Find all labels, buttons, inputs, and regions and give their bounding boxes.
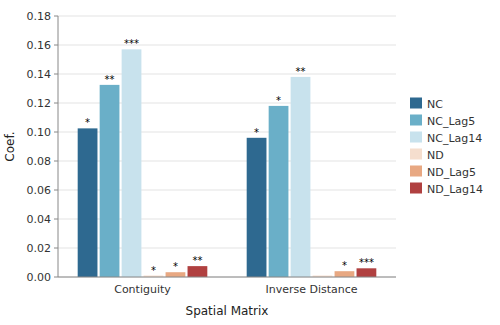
bar [247,138,267,277]
bar [188,266,208,277]
grid-line [58,45,396,46]
bar [78,128,98,277]
x-axis: Contiguity Inverse Distance [114,283,358,296]
tick-mark [54,161,58,162]
tick-mark [54,132,58,133]
bars [78,49,377,277]
annotation: *** [359,257,374,268]
tick-label: 0.10 [27,126,52,139]
legend-label: ND_Lag5 [427,166,476,179]
tick-label: 0.02 [27,242,52,255]
tick-mark [54,277,58,278]
grid-line [58,16,396,17]
legend-label: NC_Lag5 [427,115,475,128]
bar [291,77,311,277]
tick-label: 0.08 [27,155,52,168]
tick-mark [54,16,58,17]
legend-swatch [410,115,422,126]
annotation: * [151,265,156,276]
x-axis-line [58,277,396,278]
legend-label: NC [427,98,443,111]
bar [335,271,355,277]
annotation: * [85,117,90,128]
tick-mark [54,219,58,220]
bar [269,106,289,277]
legend-swatch [410,183,422,194]
y-axis: 0.00 0.02 0.04 0.06 0.08 0.10 0.12 0.14 0.16 0.18 [27,10,59,284]
bar [166,272,186,277]
tick-label: Contiguity [114,283,171,296]
legend-swatch [410,132,422,143]
legend-label: ND [427,149,444,162]
legend: NC NC_Lag5 NC_Lag14 ND ND_Lag5 ND_Lag14 [410,98,483,196]
tick-label: 0.18 [27,10,52,23]
chart: 0.00 0.02 0.04 0.06 0.08 0.10 0.12 0.14 0.16 0.18… [0,0,500,325]
annotation: ** [192,255,202,266]
annotation: ** [296,66,306,77]
tick-mark [54,103,58,104]
tick-label: 0.16 [27,39,52,52]
tick-label: 0.14 [27,68,52,81]
annotation: *** [124,38,139,49]
annotation: * [342,260,347,271]
annotations: ****************** [85,38,374,275]
legend-swatch [410,166,422,177]
tick-label: 0.06 [27,184,52,197]
legend-swatch [410,149,422,160]
annotation: * [276,95,281,106]
x-axis-title: Spatial Matrix [186,304,269,318]
annotation: * [254,127,259,138]
bar [100,85,120,277]
tick-label: 0.12 [27,97,52,110]
bar [357,268,377,277]
annotation: * [173,261,178,272]
tick-label: 0.00 [27,271,52,284]
tick-mark [54,74,58,75]
legend-label: NC_Lag14 [427,132,482,145]
tick-mark [54,45,58,46]
tick-mark [54,190,58,191]
tick-label: Inverse Distance [265,283,357,296]
bar [122,49,142,277]
legend-label: ND_Lag14 [427,183,483,196]
legend-swatch [410,98,422,109]
y-axis-title: Coef. [3,131,17,161]
tick-label: 0.04 [27,213,52,226]
grid [58,16,396,277]
tick-mark [54,248,58,249]
annotation: ** [105,74,115,85]
y-axis-line [58,16,59,277]
grid-line [58,277,396,278]
